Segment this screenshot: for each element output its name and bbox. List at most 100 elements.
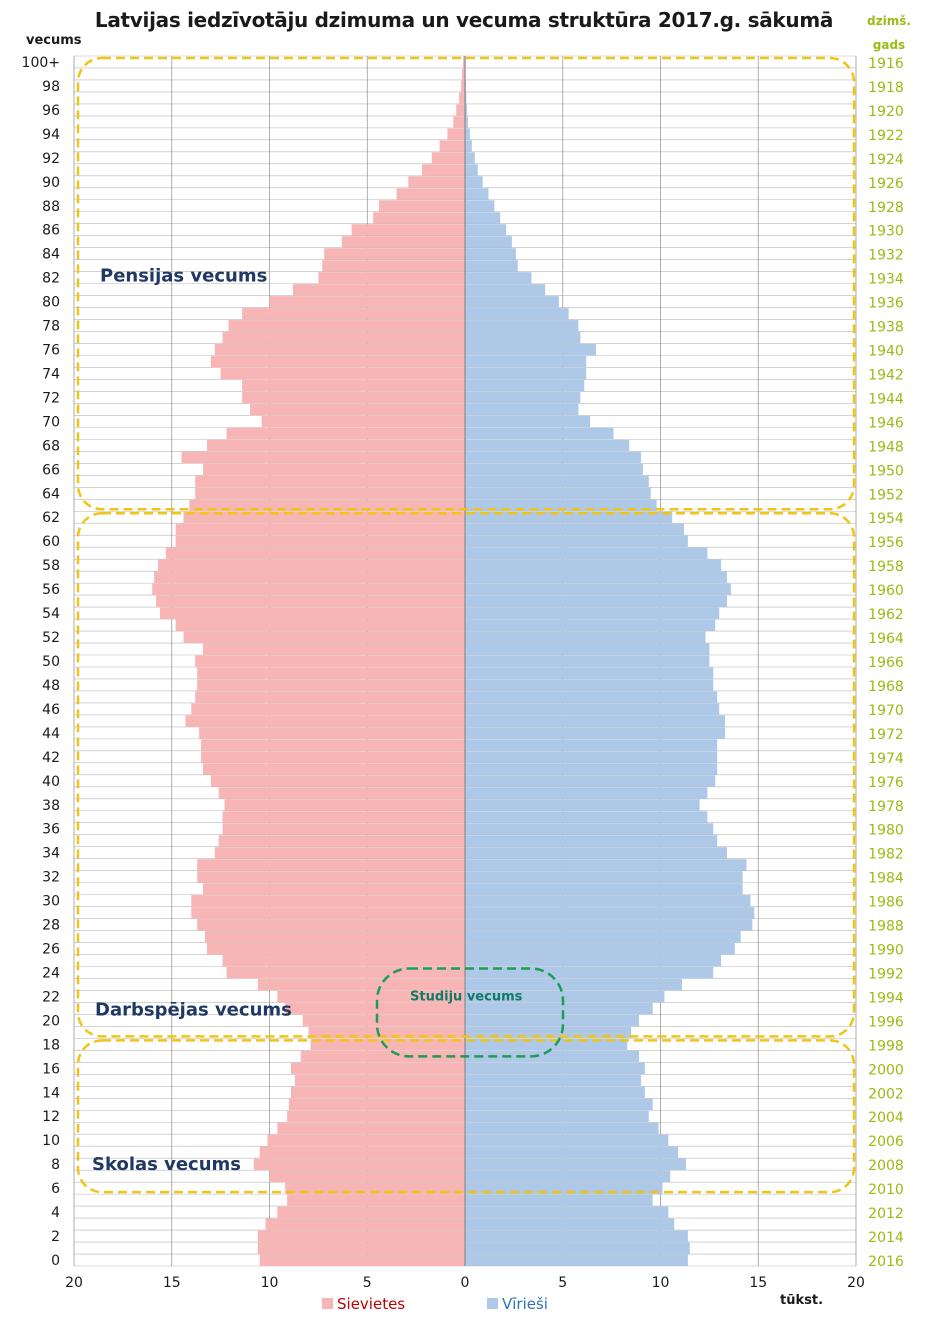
bar-female-age-36 <box>222 823 465 835</box>
birth-year-tick-label: 2008 <box>868 1158 904 1174</box>
bar-female-age-51 <box>203 643 465 656</box>
age-tick-label: 92 <box>42 151 60 167</box>
bar-male-age-44 <box>465 727 726 739</box>
birth-year-tick-label: 1994 <box>868 990 904 1006</box>
bar-female-age-82 <box>318 272 465 284</box>
bar-female-age-54 <box>160 607 465 620</box>
label-pension-age: Pensijas vecums <box>100 266 267 287</box>
birth-year-tick-label: 1936 <box>868 296 904 312</box>
age-tick-label: 72 <box>42 390 60 406</box>
age-tick-label: 38 <box>42 798 60 814</box>
birth-year-tick-label: 1972 <box>868 727 904 743</box>
bar-male-age-41 <box>465 763 718 775</box>
bar-male-age-32 <box>465 871 743 883</box>
bar-female-age-4 <box>277 1206 465 1219</box>
bar-male-age-52 <box>465 631 706 644</box>
bar-female-age-47 <box>195 691 465 703</box>
bar-female-age-23 <box>257 978 465 991</box>
age-tick-label: 56 <box>42 582 60 598</box>
bar-male-age-27 <box>465 931 741 943</box>
bar-male-age-36 <box>465 823 714 835</box>
bar-male-age-72 <box>465 391 581 404</box>
birth-year-tick-label: 2006 <box>868 1134 904 1150</box>
bar-male-age-2 <box>465 1230 688 1243</box>
bar-female-age-13 <box>289 1098 465 1111</box>
bar-female-age-94 <box>447 128 465 140</box>
birth-year-tick-label: 1932 <box>868 248 904 264</box>
bar-male-age-84 <box>465 248 516 260</box>
bar-female-age-5 <box>287 1194 465 1207</box>
bar-male-age-77 <box>465 332 581 344</box>
bar-female-age-39 <box>218 787 465 799</box>
age-tick-label: 4 <box>51 1205 60 1221</box>
bar-female-age-38 <box>224 799 465 811</box>
birth-year-tick-label: 1970 <box>868 703 904 719</box>
bar-female-age-59 <box>165 547 465 560</box>
bar-female-age-74 <box>220 367 465 380</box>
x-tick-label: 10 <box>261 1275 279 1291</box>
label-school-age: Skolas vecums <box>92 1154 241 1175</box>
bar-female-age-30 <box>191 895 466 907</box>
birth-year-tick-label: 1966 <box>868 655 904 671</box>
age-tick-label: 36 <box>42 822 60 838</box>
bar-female-age-78 <box>228 320 465 332</box>
bar-female-age-32 <box>197 871 466 883</box>
bar-female-age-37 <box>222 811 465 823</box>
birth-year-tick-label: 1920 <box>868 104 904 120</box>
birth-year-tick-label: 2016 <box>868 1254 904 1270</box>
age-tick-label: 98 <box>42 79 60 95</box>
bar-female-age-17 <box>300 1050 465 1063</box>
age-tick-label: 86 <box>42 223 60 239</box>
bar-male-age-66 <box>465 463 643 476</box>
age-tick-label: 70 <box>42 414 60 430</box>
bar-male-age-0 <box>465 1254 688 1266</box>
bar-female-age-26 <box>206 943 465 955</box>
bar-male-age-70 <box>465 415 591 428</box>
bar-female-age-100 <box>463 56 465 68</box>
bar-male-age-85 <box>465 236 512 248</box>
birth-year-tick-label: 1944 <box>868 391 904 407</box>
age-tick-label: 18 <box>42 1037 60 1053</box>
birth-year-tick-label: 1960 <box>868 583 904 599</box>
age-tick-label: 60 <box>42 534 60 550</box>
age-tick-label: 84 <box>42 247 60 263</box>
age-tick-label: 94 <box>42 127 60 143</box>
birth-year-tick-label: 1974 <box>868 751 904 767</box>
bar-male-age-83 <box>465 260 518 272</box>
legend-swatch-female <box>322 1298 333 1309</box>
age-tick-label: 46 <box>42 702 60 718</box>
bar-female-age-85 <box>341 236 465 248</box>
bar-female-age-28 <box>197 919 466 931</box>
bar-male-age-7 <box>465 1170 671 1183</box>
bar-male-age-90 <box>465 176 483 188</box>
bar-male-age-96 <box>465 104 467 116</box>
bar-male-age-22 <box>465 990 665 1003</box>
bar-female-age-86 <box>351 224 465 236</box>
bar-male-age-86 <box>465 224 507 236</box>
bar-layer <box>152 56 755 1266</box>
bar-male-age-29 <box>465 907 755 919</box>
bar-female-age-84 <box>324 248 465 260</box>
bar-male-age-49 <box>465 667 714 679</box>
age-tick-label: 16 <box>42 1061 60 1077</box>
bar-male-age-46 <box>465 703 720 715</box>
age-tick-label: 28 <box>42 918 60 934</box>
bar-female-age-31 <box>203 883 465 895</box>
bar-male-age-60 <box>465 535 688 548</box>
bar-female-age-73 <box>242 379 465 392</box>
bar-female-age-35 <box>218 835 465 847</box>
birth-year-tick-label: 1984 <box>868 871 904 887</box>
bar-male-age-5 <box>465 1194 653 1207</box>
x-tick-label: 5 <box>363 1275 372 1291</box>
birth-year-tick-label: 1996 <box>868 1014 904 1030</box>
bar-male-age-56 <box>465 583 731 596</box>
bar-female-age-16 <box>291 1062 465 1075</box>
birth-year-tick-label: 2004 <box>868 1110 904 1126</box>
bar-male-age-87 <box>465 212 501 224</box>
bar-male-age-30 <box>465 895 751 907</box>
bar-male-age-47 <box>465 691 718 703</box>
bar-male-age-42 <box>465 751 718 763</box>
x-tick-label: 10 <box>652 1275 670 1291</box>
bar-male-age-24 <box>465 966 714 979</box>
birth-year-tick-label: 1998 <box>868 1038 904 1054</box>
